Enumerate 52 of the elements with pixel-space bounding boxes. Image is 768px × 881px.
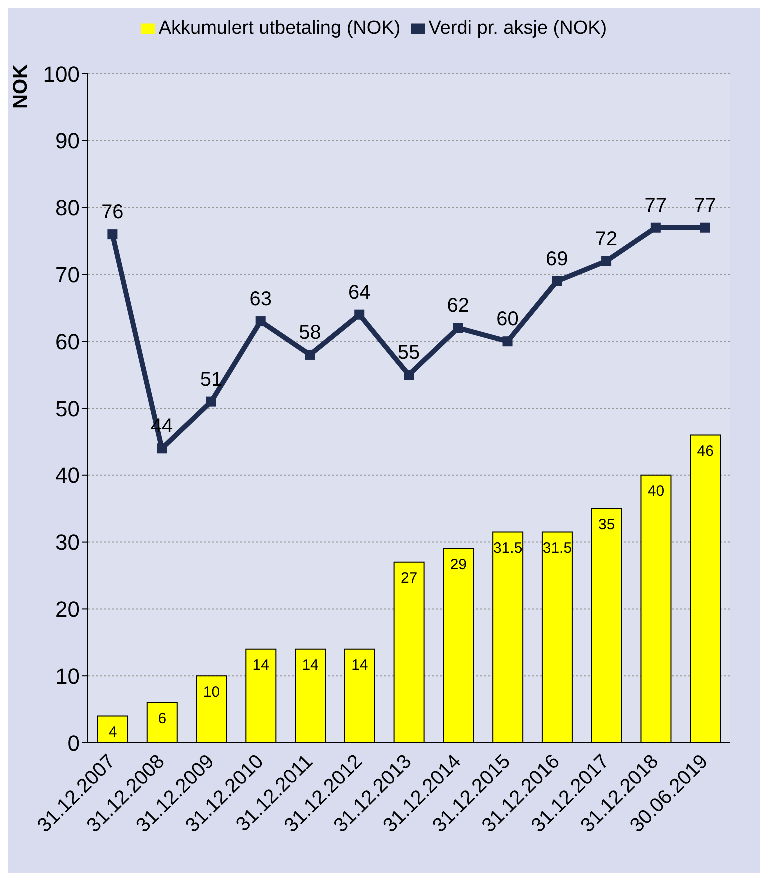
data-label: 62 — [447, 295, 470, 318]
data-label: 14 — [252, 656, 270, 674]
y-tick-label: 0 — [68, 730, 80, 756]
data-label: 77 — [644, 194, 668, 217]
y-tick-label: 40 — [56, 463, 80, 488]
data-label: 6 — [158, 710, 167, 728]
point — [305, 350, 316, 360]
data-label: 63 — [250, 288, 272, 311]
point — [354, 310, 365, 320]
data-label: 40 — [648, 483, 665, 500]
point — [206, 396, 216, 407]
y-tick-label: 70 — [56, 262, 80, 288]
data-label: 14 — [352, 656, 368, 674]
point — [108, 230, 118, 240]
data-label: 14 — [302, 656, 319, 674]
point — [453, 323, 464, 334]
data-label: 55 — [398, 342, 420, 364]
point — [256, 316, 266, 327]
legend-label: Verdi pr. aksje (NOK) — [428, 18, 608, 39]
data-label: 31.5 — [542, 540, 572, 557]
y-tick-label: 60 — [56, 329, 80, 354]
y-tick-label: 90 — [56, 128, 80, 154]
y-tick-label: 50 — [56, 396, 80, 422]
point — [502, 336, 513, 347]
y-tick-label: 10 — [56, 664, 80, 689]
point — [602, 256, 612, 266]
data-label: 72 — [595, 228, 618, 250]
point — [700, 222, 710, 233]
data-label: 64 — [348, 282, 371, 304]
data-label: 35 — [598, 516, 616, 534]
y-axis-title: NOK — [10, 64, 32, 109]
data-label: 46 — [697, 442, 714, 460]
y-tick-label: 20 — [56, 597, 80, 622]
data-label: 10 — [203, 684, 220, 701]
point — [404, 370, 414, 380]
data-label: 4 — [108, 724, 118, 741]
point — [650, 222, 661, 233]
legend-label: Akkumulert utbetaling (NOK) — [158, 18, 401, 39]
point — [157, 444, 168, 454]
data-label: 60 — [496, 308, 519, 331]
data-label: 29 — [450, 556, 468, 574]
y-tick-label: 80 — [56, 196, 80, 221]
data-label: 77 — [694, 194, 716, 217]
data-label: 27 — [400, 570, 418, 588]
data-label: 69 — [546, 248, 568, 270]
y-tick-label: 30 — [56, 530, 80, 556]
data-label: 58 — [299, 322, 322, 344]
point — [552, 276, 562, 286]
data-label: 51 — [200, 368, 223, 391]
data-label: 31.5 — [493, 540, 523, 557]
data-label: 76 — [102, 202, 124, 224]
y-tick-label: 100 — [43, 62, 80, 87]
